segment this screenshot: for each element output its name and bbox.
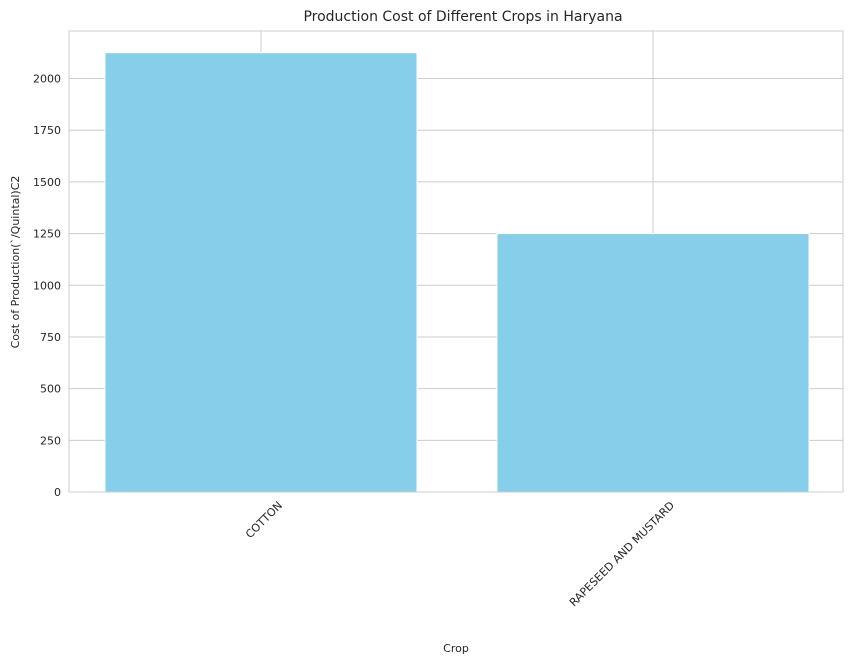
y-tick-label: 1500	[33, 176, 61, 189]
x-tick-label: COTTON	[243, 499, 285, 541]
y-tick-label: 1250	[33, 228, 61, 241]
y-axis-label: Cost of Production(`/Quintal)C2	[9, 176, 22, 349]
bar-rapeseed-and-mustard	[496, 233, 810, 493]
bar-cotton	[104, 52, 418, 493]
bars	[104, 52, 810, 493]
x-tick-labels: COTTON RAPESEED AND MUSTARD	[243, 499, 677, 609]
y-tick-label: 750	[40, 331, 61, 344]
y-tick-label: 250	[40, 434, 61, 447]
chart-title: Production Cost of Different Crops in Ha…	[303, 9, 622, 25]
x-tick-label: RAPESEED AND MUSTARD	[567, 499, 677, 609]
y-tick-labels: 0 250 500 750 1000 1250 1500 1750 2000	[33, 73, 61, 499]
y-tick-label: 0	[54, 486, 61, 499]
y-tick-label: 1750	[33, 124, 61, 137]
y-tick-label: 1000	[33, 279, 61, 292]
plot-frame	[68, 30, 844, 493]
y-tick-label: 2000	[33, 73, 61, 86]
x-axis-label: Crop	[443, 642, 469, 655]
y-tick-label: 500	[40, 383, 61, 396]
